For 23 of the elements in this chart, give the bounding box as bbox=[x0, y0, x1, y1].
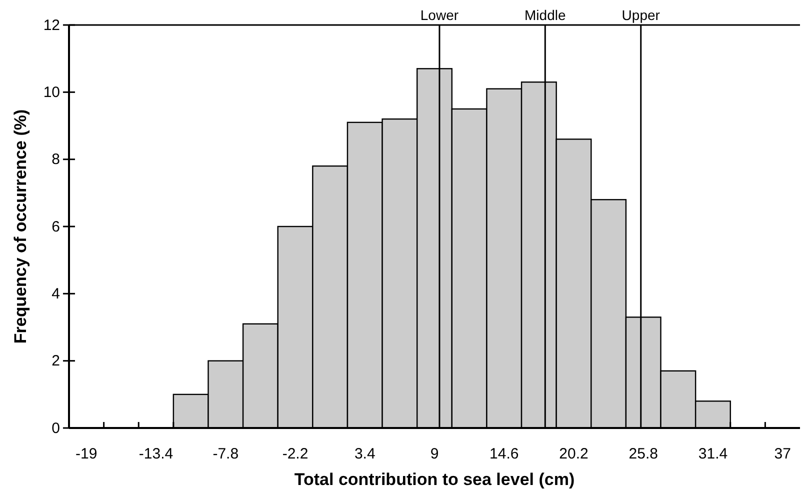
ref-line-label: Upper bbox=[622, 7, 660, 23]
y-tick-label: 6 bbox=[52, 218, 60, 236]
x-tick-label: 37 bbox=[774, 446, 791, 463]
x-axis-title: Total contribution to sea level (cm) bbox=[294, 470, 575, 489]
x-tick-label: 3.4 bbox=[354, 446, 376, 463]
x-tick-label: 31.4 bbox=[698, 446, 728, 463]
y-tick-label: 2 bbox=[52, 352, 60, 370]
y-tick-label: 12 bbox=[43, 16, 60, 34]
x-tick-label: -2.2 bbox=[282, 446, 308, 463]
x-tick-label: 14.6 bbox=[490, 446, 519, 463]
y-tick-label: 8 bbox=[52, 151, 60, 168]
y-tick-label: 10 bbox=[43, 84, 60, 101]
ref-line-label: Lower bbox=[420, 7, 459, 23]
x-tick-label: 20.2 bbox=[559, 446, 588, 463]
y-tick-label: 4 bbox=[52, 285, 60, 302]
y-tick-label: 0 bbox=[52, 420, 60, 437]
x-tick-label: -19 bbox=[76, 446, 98, 463]
x-tick-label: -7.8 bbox=[212, 446, 239, 463]
x-tick-label: 9 bbox=[430, 446, 439, 463]
ref-line-label: Middle bbox=[524, 7, 566, 23]
x-tick-label: 25.8 bbox=[628, 446, 658, 463]
x-tick-label: -13.4 bbox=[138, 446, 174, 463]
y-axis-title: Frequency of occurrence (%) bbox=[11, 109, 30, 344]
